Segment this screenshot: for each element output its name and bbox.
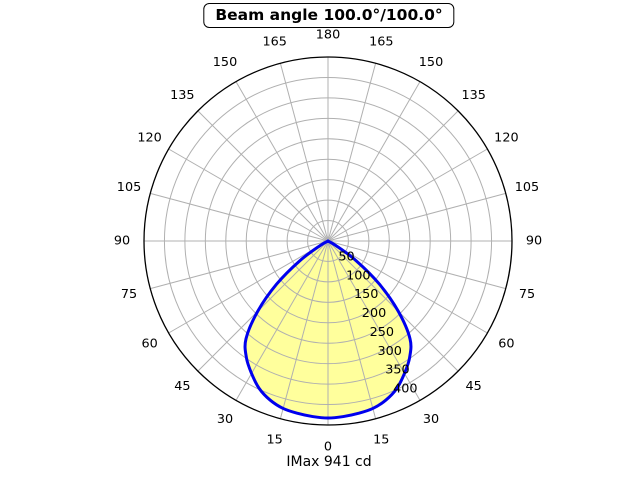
angle-grid-line (235, 81, 329, 242)
angle-tick-label: 90 (526, 234, 542, 249)
angle-tick-label: 135 (461, 88, 485, 103)
angle-grid-line (327, 240, 488, 334)
angle-tick-label: 120 (137, 131, 161, 146)
imax-label: IMax 941 cd (286, 454, 372, 470)
angle-tick-label: 75 (519, 287, 535, 302)
angle-grid-line (327, 240, 377, 419)
angle-tick-label: 180 (316, 28, 340, 43)
angle-tick-label: 165 (262, 35, 286, 50)
r-tick-label: 200 (362, 306, 386, 321)
r-tick-label: 300 (377, 344, 401, 359)
angle-grid-line (150, 192, 329, 242)
polar-outline (143, 56, 513, 426)
r-tick-label: 250 (370, 325, 394, 340)
angle-tick-label: 105 (515, 180, 539, 195)
angle-grid-line (168, 148, 329, 242)
angle-grid-line (327, 110, 459, 242)
angle-grid-line (327, 63, 377, 242)
r-tick-label: 350 (385, 363, 409, 378)
angle-grid-line (168, 240, 329, 334)
r-tick-label: 100 (346, 268, 370, 283)
angle-tick-label: 135 (170, 88, 194, 103)
angle-grid-line (279, 240, 329, 419)
r-tick-label: 50 (338, 249, 354, 264)
angle-grid-line (327, 240, 506, 290)
r-tick-label: 150 (354, 287, 378, 302)
beam-curve (243, 239, 413, 420)
angle-grid-line (279, 63, 329, 242)
angle-grid-line (150, 240, 329, 290)
angle-tick-label: 45 (174, 379, 190, 394)
angle-tick-label: 165 (369, 35, 393, 50)
angle-tick-label: 105 (117, 180, 141, 195)
angle-grid-line (327, 148, 488, 242)
angle-tick-label: 90 (114, 234, 130, 249)
angle-tick-label: 30 (217, 412, 233, 427)
angle-tick-label: 0 (324, 440, 332, 455)
angle-grid-line (327, 240, 459, 372)
angle-tick-label: 60 (498, 337, 514, 352)
angle-tick-label: 15 (267, 432, 283, 447)
angle-tick-label: 75 (121, 287, 137, 302)
angle-tick-label: 150 (213, 55, 237, 70)
angle-grid-line (197, 110, 329, 242)
angle-tick-label: 45 (466, 379, 482, 394)
chart-title: Beam angle 100.0°/100.0° (203, 3, 455, 29)
angle-tick-label: 15 (373, 432, 389, 447)
angle-tick-label: 60 (141, 337, 157, 352)
angle-grid-line (327, 81, 421, 242)
r-tick-label: 400 (393, 382, 417, 397)
angle-tick-label: 150 (419, 55, 443, 70)
angle-grid-line (197, 240, 329, 372)
angle-tick-label: 30 (423, 412, 439, 427)
angle-grid-line (327, 192, 506, 242)
angle-tick-label: 120 (494, 131, 518, 146)
